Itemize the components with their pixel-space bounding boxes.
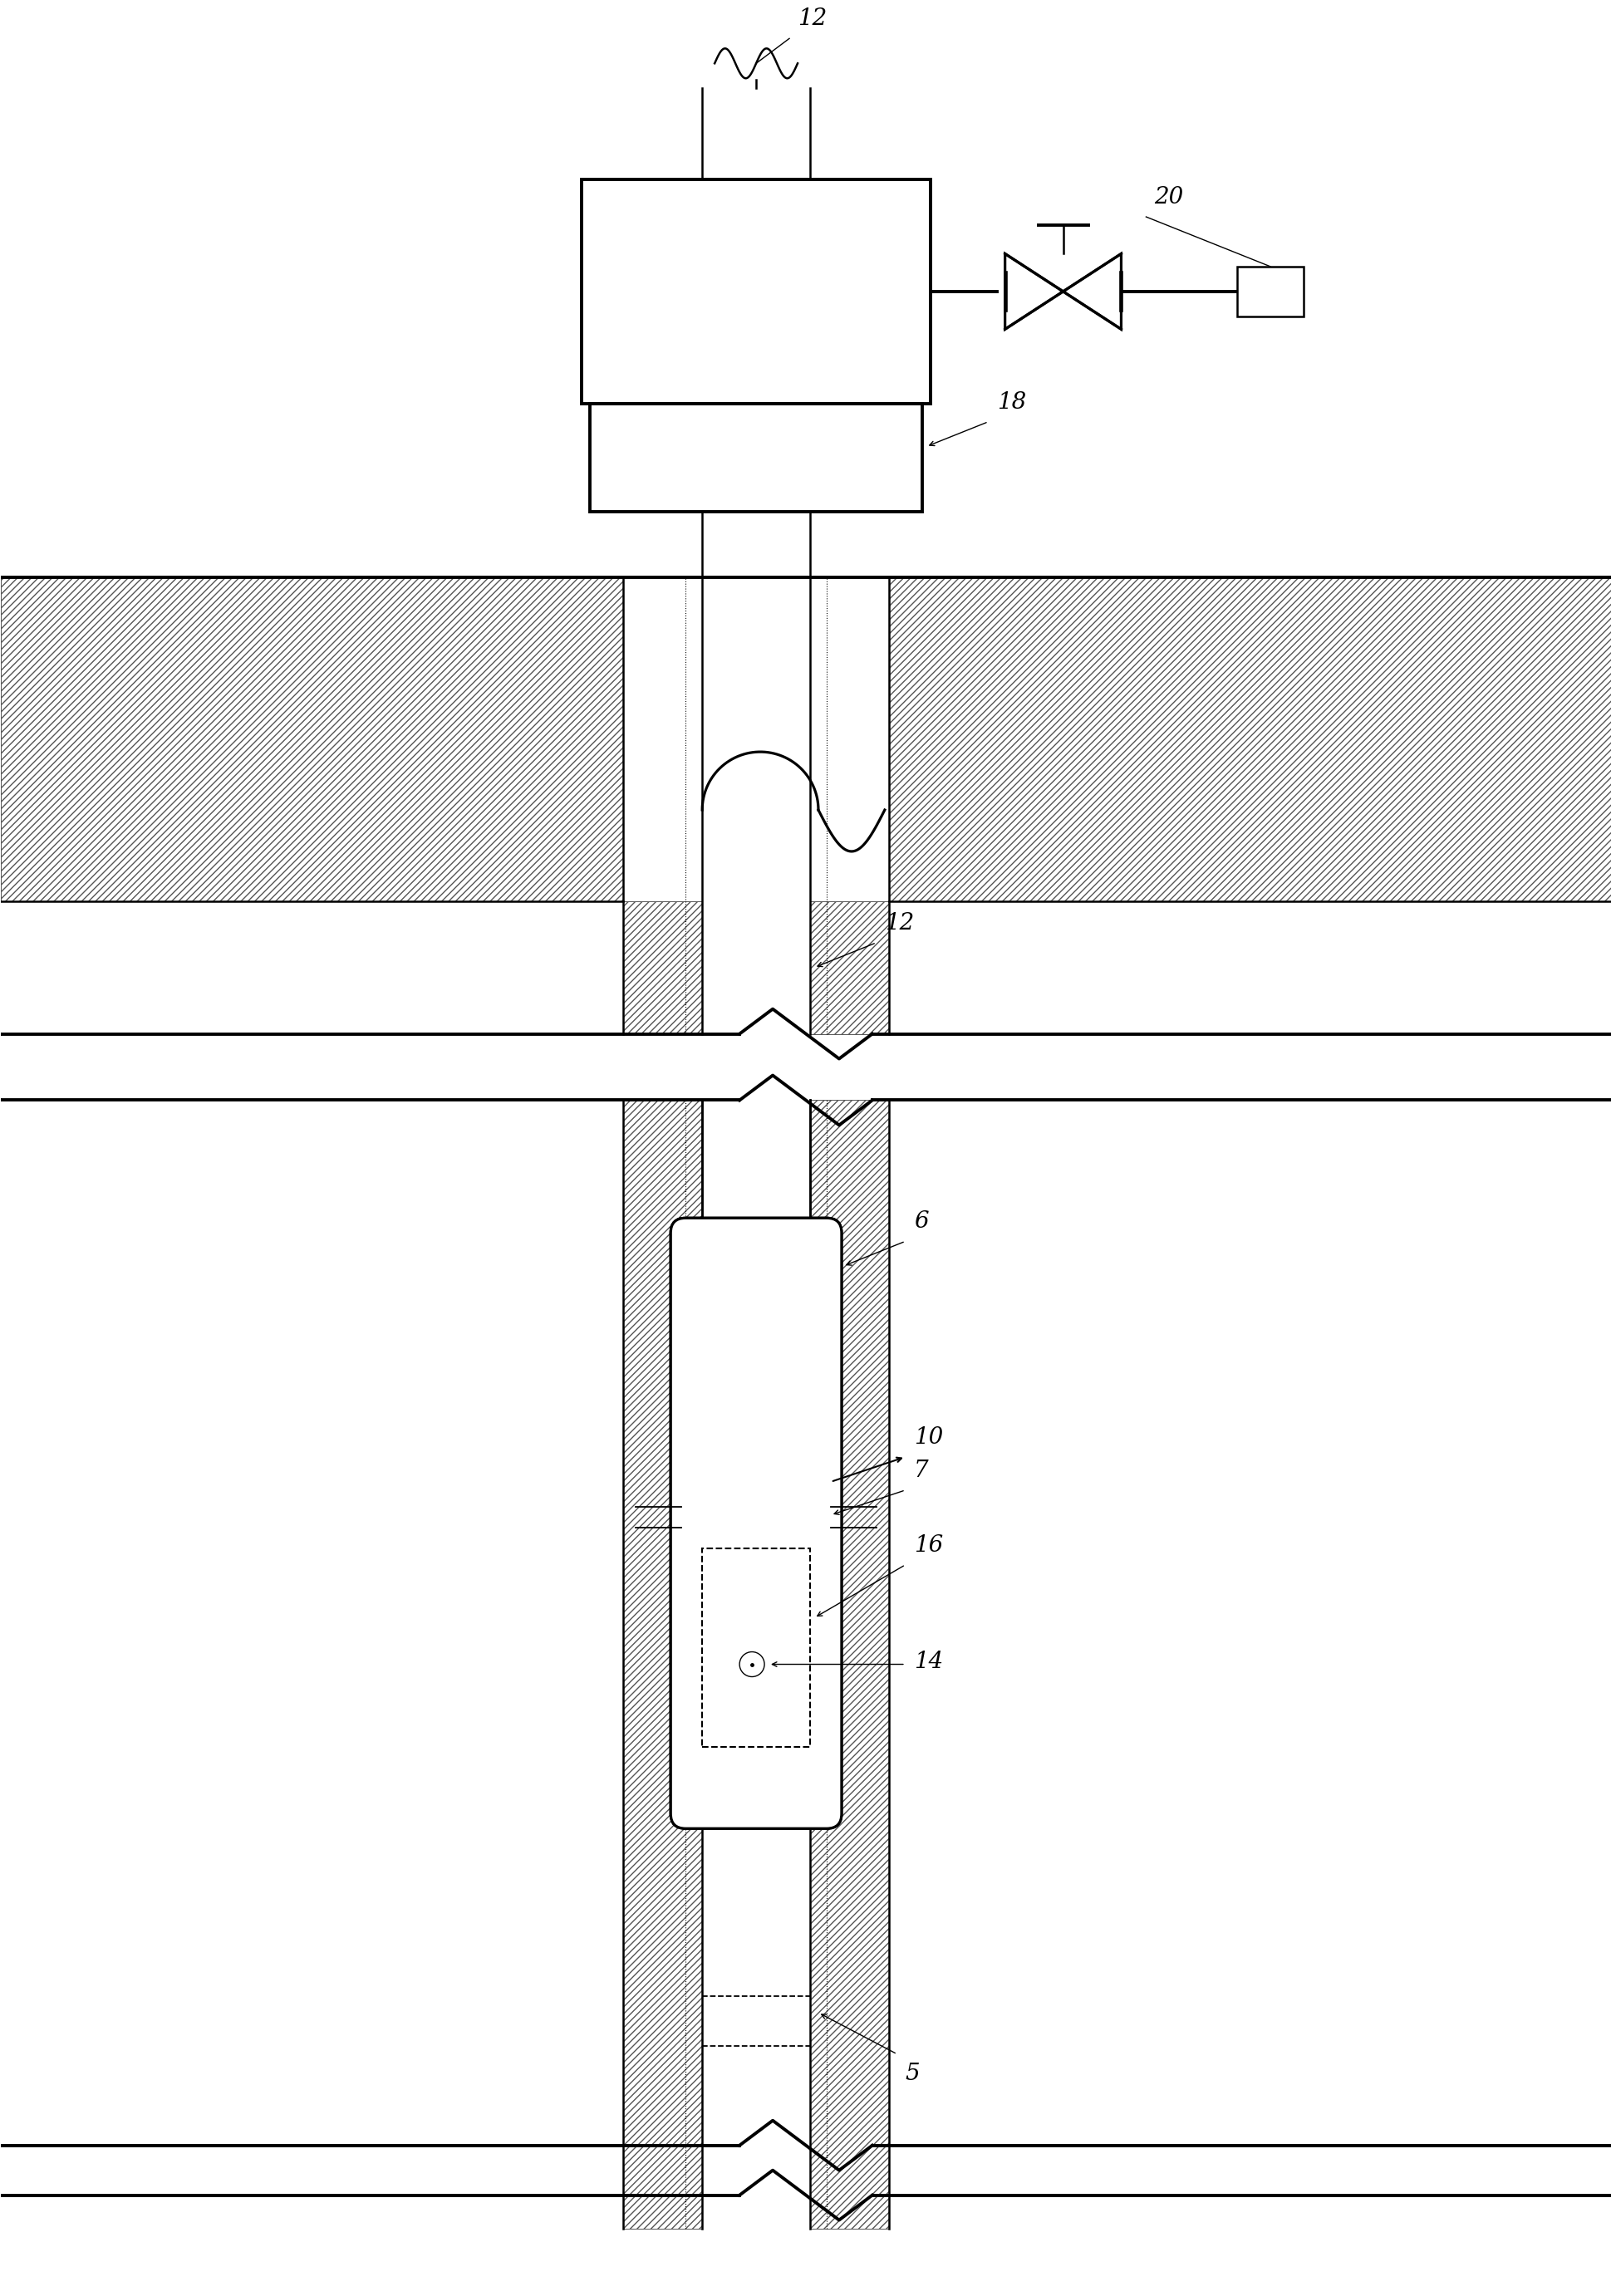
Bar xyxy=(582,179,930,404)
Text: 12: 12 xyxy=(884,912,913,934)
Bar xyxy=(810,900,888,1033)
Bar xyxy=(2,579,623,900)
Text: 12: 12 xyxy=(797,7,826,30)
Bar xyxy=(702,1548,810,1747)
Polygon shape xyxy=(1005,255,1063,328)
Text: 20: 20 xyxy=(1153,186,1182,209)
Text: 18: 18 xyxy=(996,390,1026,413)
Bar xyxy=(623,900,702,1033)
Text: 10: 10 xyxy=(913,1426,942,1449)
Bar xyxy=(1237,266,1303,317)
FancyBboxPatch shape xyxy=(670,1217,841,1828)
Bar xyxy=(888,579,1609,900)
Polygon shape xyxy=(1063,255,1121,328)
Text: 14: 14 xyxy=(913,1651,942,1671)
Text: 5: 5 xyxy=(905,2062,920,2085)
Bar xyxy=(623,1100,702,2229)
Text: 7: 7 xyxy=(913,1460,928,1481)
Circle shape xyxy=(739,1651,764,1676)
Bar xyxy=(810,1100,888,2229)
Text: 16: 16 xyxy=(913,1534,942,1557)
Text: 6: 6 xyxy=(913,1210,928,1233)
Bar xyxy=(590,404,921,512)
FancyBboxPatch shape xyxy=(670,1217,841,1828)
